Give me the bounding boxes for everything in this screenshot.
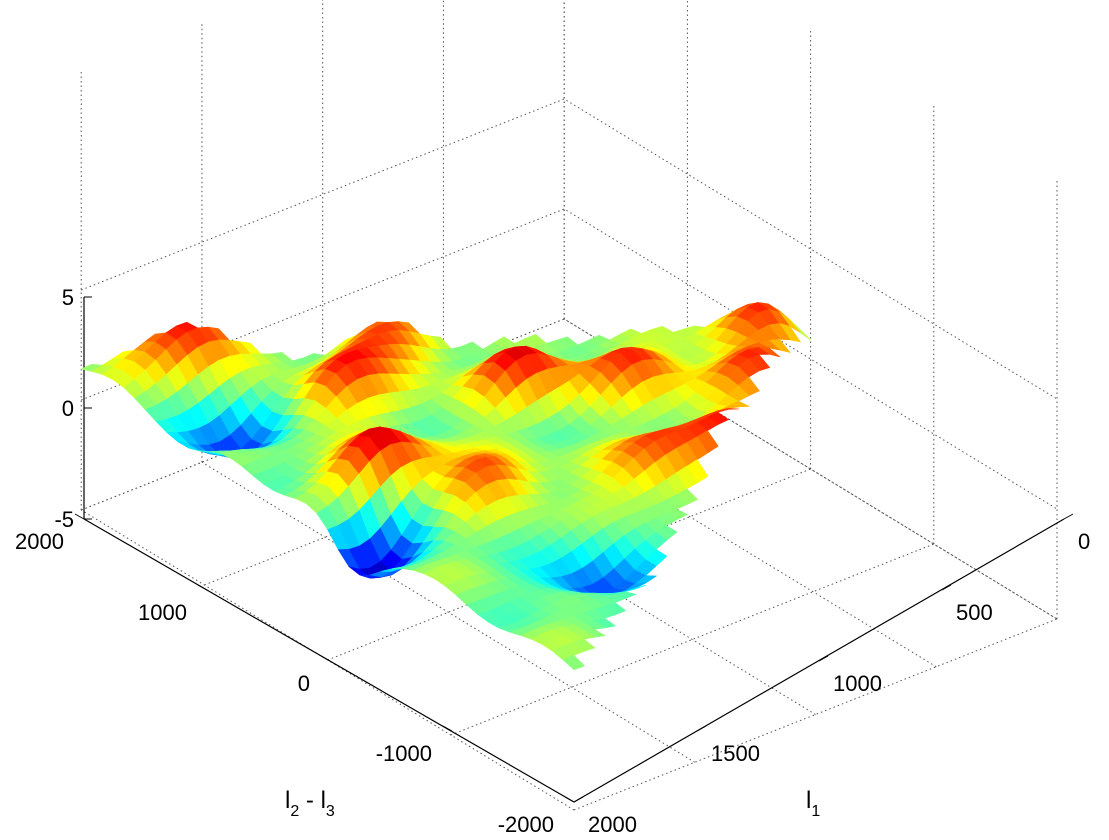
tick-labels: -5 0 5 -2000 -1000 0 1000 2000 0 500 1000 1500 2000	[15, 285, 1090, 837]
y-tick-mark	[442, 725, 453, 732]
y-tick-label: 2000	[15, 529, 64, 554]
x-tick-mark	[818, 655, 829, 662]
y-tick-label: -1000	[376, 741, 432, 766]
floor-gridline-y	[450, 543, 934, 736]
x-tick-label: 1500	[711, 741, 760, 766]
x-tick-label: 1000	[833, 671, 882, 696]
y-tick-label: 1000	[138, 600, 187, 625]
x-tick-mark	[573, 796, 584, 803]
floor-gridline-x	[443, 366, 937, 668]
floor-gridline-y	[573, 618, 1058, 811]
z-tick-label: 0	[62, 396, 74, 421]
x-tick-label: 2000	[588, 812, 637, 837]
surface-layer	[80, 302, 812, 671]
x-tick-label: 500	[956, 600, 993, 625]
y-axis-title: l2 - l3	[285, 787, 335, 820]
y-tick-mark	[564, 796, 575, 803]
y-tick-mark	[197, 584, 208, 591]
grid-layer	[80, 0, 1058, 811]
x-tick-mark	[696, 725, 707, 732]
x-tick-label: 0	[1078, 529, 1090, 554]
z-tick-label: 5	[62, 285, 74, 310]
z-tick-label: -5	[54, 507, 74, 532]
x-tick-mark	[1063, 513, 1074, 520]
surface-patch	[562, 655, 586, 671]
x-axis-title: l1	[806, 787, 820, 820]
y-tick-label: -2000	[498, 812, 554, 837]
y-tick-mark	[74, 513, 85, 520]
floor-gridline-x	[201, 461, 696, 763]
floor-gridline-y	[327, 468, 811, 661]
y-tick-label: 0	[298, 671, 310, 696]
y-tick-mark	[320, 655, 331, 662]
x-tick-mark	[941, 584, 952, 591]
